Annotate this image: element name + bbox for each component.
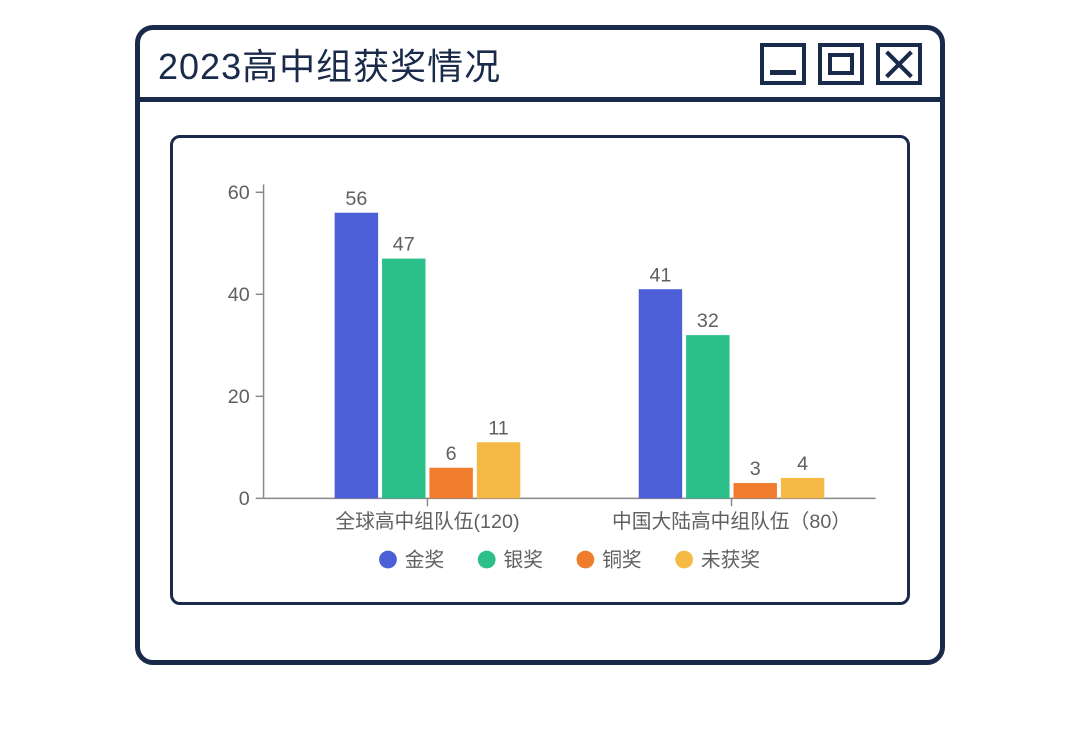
- bar: [639, 289, 682, 498]
- ytick-label: 40: [228, 284, 250, 306]
- bar-value-label: 47: [393, 234, 415, 256]
- legend-marker: [478, 551, 496, 569]
- bar-value-label: 11: [488, 417, 509, 439]
- legend-label: 金奖: [405, 549, 444, 571]
- close-icon[interactable]: [876, 43, 922, 85]
- ytick-label: 60: [228, 182, 250, 204]
- category-label: 中国大陆高中组队伍（80）: [612, 511, 851, 533]
- window-title: 2023高中组获奖情况: [158, 38, 501, 90]
- bar-value-label: 6: [446, 443, 457, 465]
- category-label: 全球高中组队伍(120): [335, 511, 519, 533]
- window-controls: [760, 43, 922, 85]
- legend-marker: [675, 551, 693, 569]
- award-bar-chart: 0 20 40 60 56 47 6 11 全球高中组队伍(120) 41 32 3 4 中国大陆高中组队…: [173, 138, 907, 602]
- legend-marker: [577, 551, 595, 569]
- chart-panel: 0 20 40 60 56 47 6 11 全球高中组队伍(120) 41 32 3 4 中国大陆高中组队…: [170, 135, 910, 605]
- bar: [429, 468, 472, 499]
- legend-marker: [379, 551, 397, 569]
- bar-value-label: 3: [750, 458, 761, 480]
- app-window: 2023高中组获奖情况 0 20 40 60 56 47 6 11 全球高中组队伍(120) 41…: [135, 25, 945, 665]
- bar: [733, 483, 776, 498]
- bar-value-label: 41: [649, 264, 671, 286]
- ytick-label: 0: [239, 488, 250, 510]
- legend-label: 铜奖: [602, 549, 641, 571]
- bar-value-label: 56: [345, 188, 367, 210]
- maximize-icon[interactable]: [818, 43, 864, 85]
- bar: [335, 213, 378, 499]
- ytick-label: 20: [228, 386, 250, 408]
- bar: [686, 335, 729, 498]
- legend-label: 银奖: [503, 549, 542, 571]
- legend-label: 未获奖: [701, 549, 760, 571]
- bar: [781, 478, 824, 498]
- minimize-icon[interactable]: [760, 43, 806, 85]
- titlebar: 2023高中组获奖情况: [140, 30, 940, 102]
- bar: [382, 259, 425, 499]
- bar: [477, 442, 520, 498]
- bar-value-label: 32: [697, 310, 719, 332]
- bar-value-label: 4: [797, 453, 808, 475]
